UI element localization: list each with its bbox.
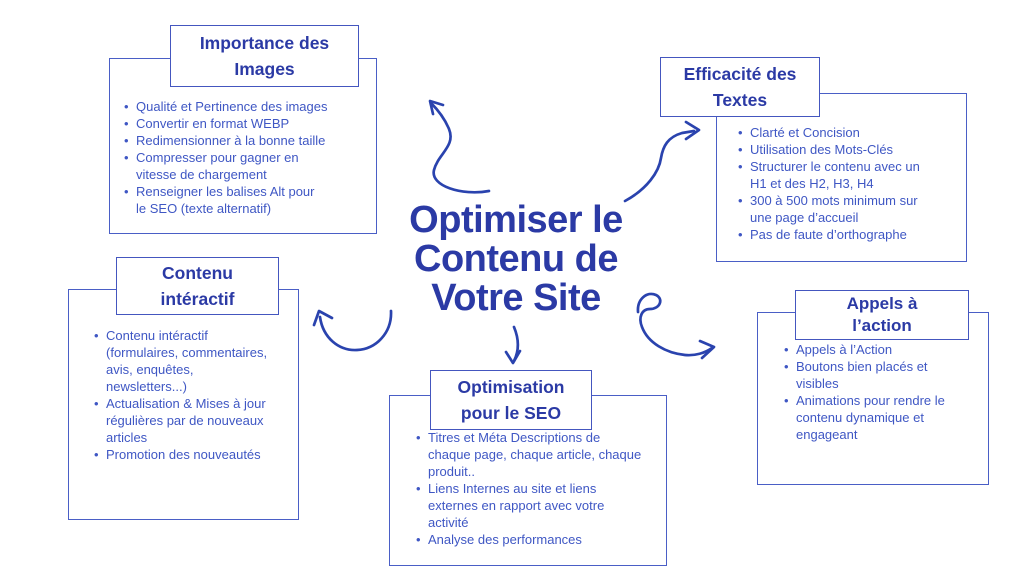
node-title-line: Efficacité des — [683, 64, 797, 84]
list-item: Animations pour rendre le contenu dynami… — [782, 392, 954, 443]
page-title-line: Optimiser le — [409, 199, 623, 241]
list-item: Utilisation des Mots-Clés — [736, 141, 926, 158]
node-title-line: Images — [234, 59, 295, 79]
node-title-line: Importance des — [199, 33, 330, 53]
curved-arrow-to-optimisation-seo-icon — [504, 325, 522, 365]
node-title-importance-images: Importance des Images — [170, 25, 359, 87]
list-item: Structurer le contenu avec un H1 et des … — [736, 158, 926, 192]
bullet-list-importance-images: Qualité et Pertinence des images Convert… — [122, 98, 328, 217]
list-item: Liens Internes au site et liens externes… — [414, 480, 646, 531]
node-title-line: Appels à — [846, 294, 918, 313]
bullet-list-appels-action: Appels à l’Action Boutons bien placés et… — [782, 341, 954, 443]
list-item: Boutons bien placés et visibles — [782, 358, 954, 392]
list-item: Actualisation & Mises à jour régulières … — [92, 395, 272, 446]
list-item: Redimensionner à la bonne taille — [122, 132, 328, 149]
list-item: Analyse des performances — [414, 531, 646, 548]
node-title-line: Optimisation — [457, 377, 565, 397]
curved-arrow-to-importance-images-icon — [428, 99, 491, 194]
page-title: Optimiser le Contenu de Votre Site — [360, 201, 672, 318]
list-item: Appels à l’Action — [782, 341, 954, 358]
list-item: Titres et Méta Descriptions de chaque pa… — [414, 429, 646, 480]
page-title-line: Contenu de — [414, 238, 618, 280]
list-item: Convertir en format WEBP — [122, 115, 328, 132]
list-item: Clarté et Concision — [736, 124, 926, 141]
node-title-line: Contenu — [162, 263, 233, 283]
list-item: Qualité et Pertinence des images — [122, 98, 328, 115]
node-title-contenu-interactif: Contenu intéractif — [116, 257, 279, 315]
node-title-appels-action: Appels à l’action — [795, 290, 969, 340]
node-title-optimisation-seo: Optimisation pour le SEO — [430, 370, 592, 430]
list-item: Renseigner les balises Alt pour le SEO (… — [122, 183, 328, 217]
list-item: Compresser pour gagner en vitesse de cha… — [122, 149, 328, 183]
node-title-line: Textes — [712, 90, 768, 110]
node-title-line: l’action — [852, 316, 912, 335]
bullet-list-optimisation-seo: Titres et Méta Descriptions de chaque pa… — [414, 429, 646, 548]
page-title-line: Votre Site — [431, 277, 601, 319]
list-item: Pas de faute d’orthographe — [736, 226, 926, 243]
bullet-list-contenu-interactif: Contenu intéractif (formulaires, comment… — [92, 327, 272, 463]
node-title-efficacite-textes: Efficacité des Textes — [660, 57, 820, 117]
bullet-list-efficacite-textes: Clarté et Concision Utilisation des Mots… — [736, 124, 926, 243]
list-item: 300 à 500 mots minimum sur une page d’ac… — [736, 192, 926, 226]
curved-arrow-to-efficacite-textes-icon — [623, 120, 701, 203]
list-item: Promotion des nouveautés — [92, 446, 272, 463]
list-item: Contenu intéractif (formulaires, comment… — [92, 327, 272, 395]
node-title-line: pour le SEO — [460, 403, 562, 423]
node-title-line: intéractif — [160, 289, 235, 309]
